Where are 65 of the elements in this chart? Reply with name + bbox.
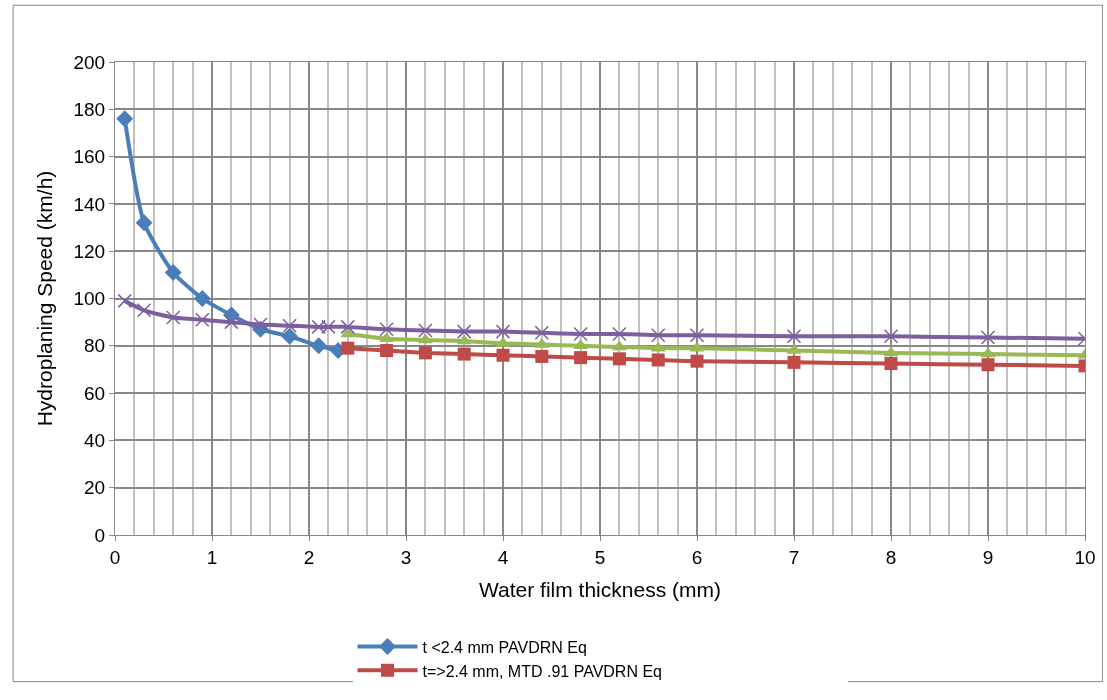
y-tick-label: 0: [94, 524, 106, 546]
legend-label: t=>2.4 mm, MTD .91 PAVDRN Eq: [422, 662, 662, 680]
point: [253, 317, 268, 332]
point: [651, 353, 665, 367]
y-axis-title: Hydroplaning Speed (km/h): [32, 170, 56, 427]
y-tick-label: 180: [73, 98, 106, 120]
point: [573, 326, 588, 342]
point: [612, 352, 626, 366]
x-tick-label: 6: [691, 546, 703, 568]
point: [310, 337, 328, 355]
point: [165, 310, 181, 325]
point: [650, 327, 666, 343]
x-tick-label: 4: [497, 546, 509, 568]
x-tick-label: 3: [400, 546, 412, 568]
point: [612, 326, 627, 342]
point: [282, 318, 297, 333]
point: [981, 358, 995, 372]
point: [883, 329, 899, 344]
y-tick-label: 20: [84, 477, 106, 499]
point: [116, 110, 134, 128]
point: [380, 344, 394, 358]
point: [136, 303, 152, 318]
x-tick-label: 1: [206, 546, 218, 568]
y-tick-label: 60: [84, 382, 106, 404]
point: [340, 319, 356, 335]
point: [456, 324, 472, 339]
y-tick-label: 120: [73, 240, 106, 262]
point: [281, 327, 299, 345]
point: [787, 355, 801, 369]
point: [195, 312, 210, 328]
point: [534, 325, 550, 341]
point: [786, 329, 802, 344]
point: [164, 264, 182, 281]
x-tick-label: 2: [303, 546, 315, 568]
y-tick-label: 140: [73, 193, 106, 215]
point: [379, 322, 394, 337]
y-tick-label: 200: [73, 51, 106, 73]
x-tick-label: 9: [982, 546, 994, 568]
x-tick-label: 10: [1074, 546, 1096, 568]
point: [690, 354, 704, 368]
x-tick-label: 7: [788, 546, 800, 568]
point: [224, 314, 239, 330]
y-tick-label: 100: [73, 288, 106, 310]
point: [535, 349, 549, 363]
y-tick-label: 160: [73, 146, 106, 168]
x-tick-label: 0: [109, 546, 121, 568]
point: [496, 348, 510, 362]
point: [574, 351, 588, 365]
point: [980, 330, 996, 345]
legend-label: t <2.4 mm PAVDRN Eq: [422, 638, 587, 656]
point: [135, 214, 153, 232]
y-tick-label: 80: [84, 335, 106, 357]
x-axis-title: Water film thickness (mm): [479, 578, 721, 601]
x-tick-label: 8: [885, 546, 897, 568]
y-tick-label: 40: [84, 430, 106, 452]
point: [457, 347, 471, 361]
point: [117, 293, 132, 309]
point: [418, 346, 432, 360]
x-tick-label: 5: [594, 546, 606, 568]
point: [341, 341, 355, 355]
point: [193, 290, 211, 307]
point: [418, 323, 433, 338]
point: [884, 357, 898, 371]
point: [689, 327, 705, 343]
point: [495, 324, 511, 339]
